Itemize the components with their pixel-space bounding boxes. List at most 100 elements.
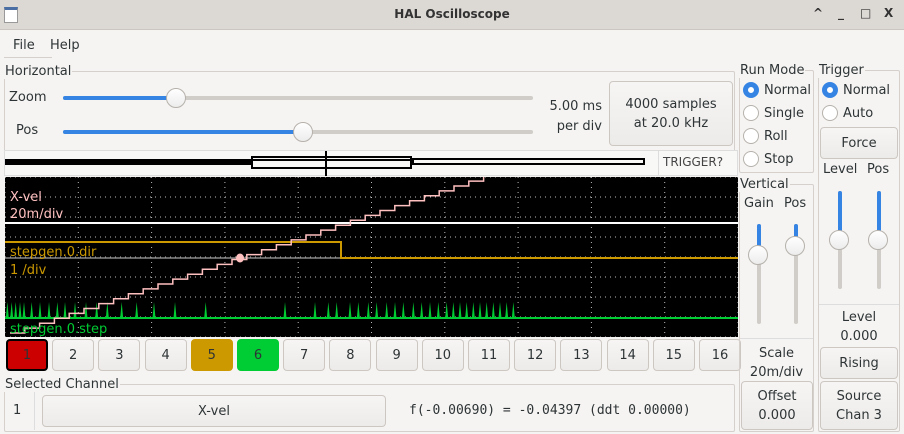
xvel-trace [10, 176, 485, 334]
offset-button[interactable]: Offset 0.000 [741, 381, 813, 430]
close-button[interactable]: X [884, 6, 894, 20]
samples-button[interactable]: 4000 samples at 20.0 kHz [609, 81, 733, 146]
time-per-div-unit: per div [556, 119, 602, 134]
scope-traces [4, 176, 739, 338]
step-pulse [30, 302, 34, 318]
channel-button-14[interactable]: 14 [606, 339, 649, 371]
step-pulse [375, 302, 379, 318]
step-pulse [173, 302, 177, 318]
minimize-button[interactable]: _ [838, 6, 844, 20]
channel-button-7[interactable]: 7 [283, 339, 326, 371]
step-pulse [152, 302, 156, 318]
radio-indicator [822, 82, 838, 98]
step-pulse [393, 302, 397, 318]
channel-button-5[interactable]: 5 [190, 339, 233, 371]
step-pulse [366, 302, 370, 318]
step-pulse [348, 302, 352, 318]
force-button[interactable]: Force [820, 127, 898, 159]
step-pulse [5, 302, 9, 318]
app-icon [4, 7, 18, 23]
step-pulse [465, 302, 469, 318]
channel-button-10[interactable]: 10 [421, 339, 464, 371]
channel-button-15[interactable]: 15 [652, 339, 695, 371]
channel-button-1[interactable]: 1 [6, 339, 48, 371]
trigger-level-slider[interactable] [829, 191, 849, 289]
channel-button-3[interactable]: 3 [98, 339, 141, 371]
channel-button-8[interactable]: 8 [329, 339, 372, 371]
vertical-pos-label: Pos [784, 196, 807, 211]
scale-value: 20m/div [749, 365, 804, 380]
step-pulse [385, 302, 389, 318]
radio-label: Single [764, 105, 804, 121]
radio-indicator [822, 105, 838, 121]
sample-rate: at 20.0 kHz [633, 115, 709, 131]
step-pulse [511, 302, 515, 318]
trigger-normal-radio[interactable]: Normal [822, 82, 890, 98]
channel-name-button[interactable]: X-vel [42, 395, 386, 427]
step-pulse [84, 302, 88, 318]
pos-slider[interactable] [63, 122, 533, 142]
shade-button[interactable]: ^ [813, 6, 824, 20]
channel-scale-xvel: 20m/div [10, 207, 64, 222]
step-pulse [471, 302, 475, 318]
channel-button-4[interactable]: 4 [144, 339, 187, 371]
trigger-auto-radio[interactable]: Auto [822, 105, 873, 121]
step-pulse [335, 302, 339, 318]
step-pulse [38, 302, 42, 318]
maximize-button[interactable]: □ [860, 6, 872, 20]
run-mode-single-radio[interactable]: Single [743, 105, 804, 121]
radio-label: Normal [764, 82, 812, 98]
channel-button-2[interactable]: 2 [52, 339, 95, 371]
step-pulse [283, 302, 287, 318]
scale-label: Scale [759, 346, 794, 361]
channel-button-13[interactable]: 13 [560, 339, 603, 371]
step-pulse [356, 302, 360, 318]
step-pulse [505, 302, 509, 318]
offset-label: Offset [757, 388, 797, 404]
step-pulse [401, 302, 405, 318]
offset-value: 0.000 [758, 407, 796, 423]
step-pulse [73, 302, 77, 318]
radio-indicator [743, 151, 759, 167]
vertical-group: Vertical [739, 177, 814, 432]
run-mode-legend: Run Mode [740, 63, 805, 78]
scope-display[interactable]: X-vel 20m/div stepgen.0.dir 1 /div stepg… [4, 176, 739, 338]
run-mode-normal-radio[interactable]: Normal [743, 82, 811, 98]
zoom-slider[interactable] [63, 88, 533, 108]
gain-slider[interactable] [748, 224, 768, 324]
radio-indicator [743, 128, 759, 144]
run-mode-group: Run Mode [739, 63, 814, 173]
source-button[interactable]: Source Chan 3 [820, 381, 898, 430]
channel-button-12[interactable]: 12 [514, 339, 557, 371]
radio-indicator [743, 105, 759, 121]
radio-label: Stop [764, 151, 794, 167]
step-pulse [428, 302, 432, 318]
radio-label: Normal [843, 82, 891, 98]
vertical-pos-slider[interactable] [785, 224, 805, 324]
trigger-group: Trigger [818, 63, 900, 432]
channel-button-6[interactable]: 6 [237, 339, 279, 371]
channel-scale-dir: 1 /div [10, 263, 47, 278]
channel-name-step: stepgen.0.step [10, 322, 108, 337]
step-pulse [478, 302, 482, 318]
run-mode-stop-radio[interactable]: Stop [743, 151, 794, 167]
edge-button[interactable]: Rising [820, 347, 898, 379]
channel-button-16[interactable]: 16 [699, 339, 741, 371]
channel-button-9[interactable]: 9 [375, 339, 418, 371]
menu-file[interactable]: File [13, 38, 35, 53]
selected-channel-group: Selected Channel [4, 377, 735, 432]
step-pulse [14, 302, 18, 318]
step-pulse [120, 302, 124, 318]
zoom-label: Zoom [9, 90, 47, 105]
menu-help[interactable]: Help [50, 38, 80, 53]
run-mode-roll-radio[interactable]: Roll [743, 128, 788, 144]
source-value: Chan 3 [836, 407, 882, 423]
trigger-status: TRIGGER? [663, 155, 724, 169]
trigger-level-caption: Level [841, 310, 877, 325]
step-pulse [458, 302, 462, 318]
channel-button-11[interactable]: 11 [468, 339, 510, 371]
cursor-marker [236, 253, 244, 263]
record-overview[interactable]: TRIGGER? [4, 150, 738, 176]
trigger-pos-slider[interactable] [868, 191, 888, 289]
channel-name-xvel: X-vel [10, 190, 42, 205]
